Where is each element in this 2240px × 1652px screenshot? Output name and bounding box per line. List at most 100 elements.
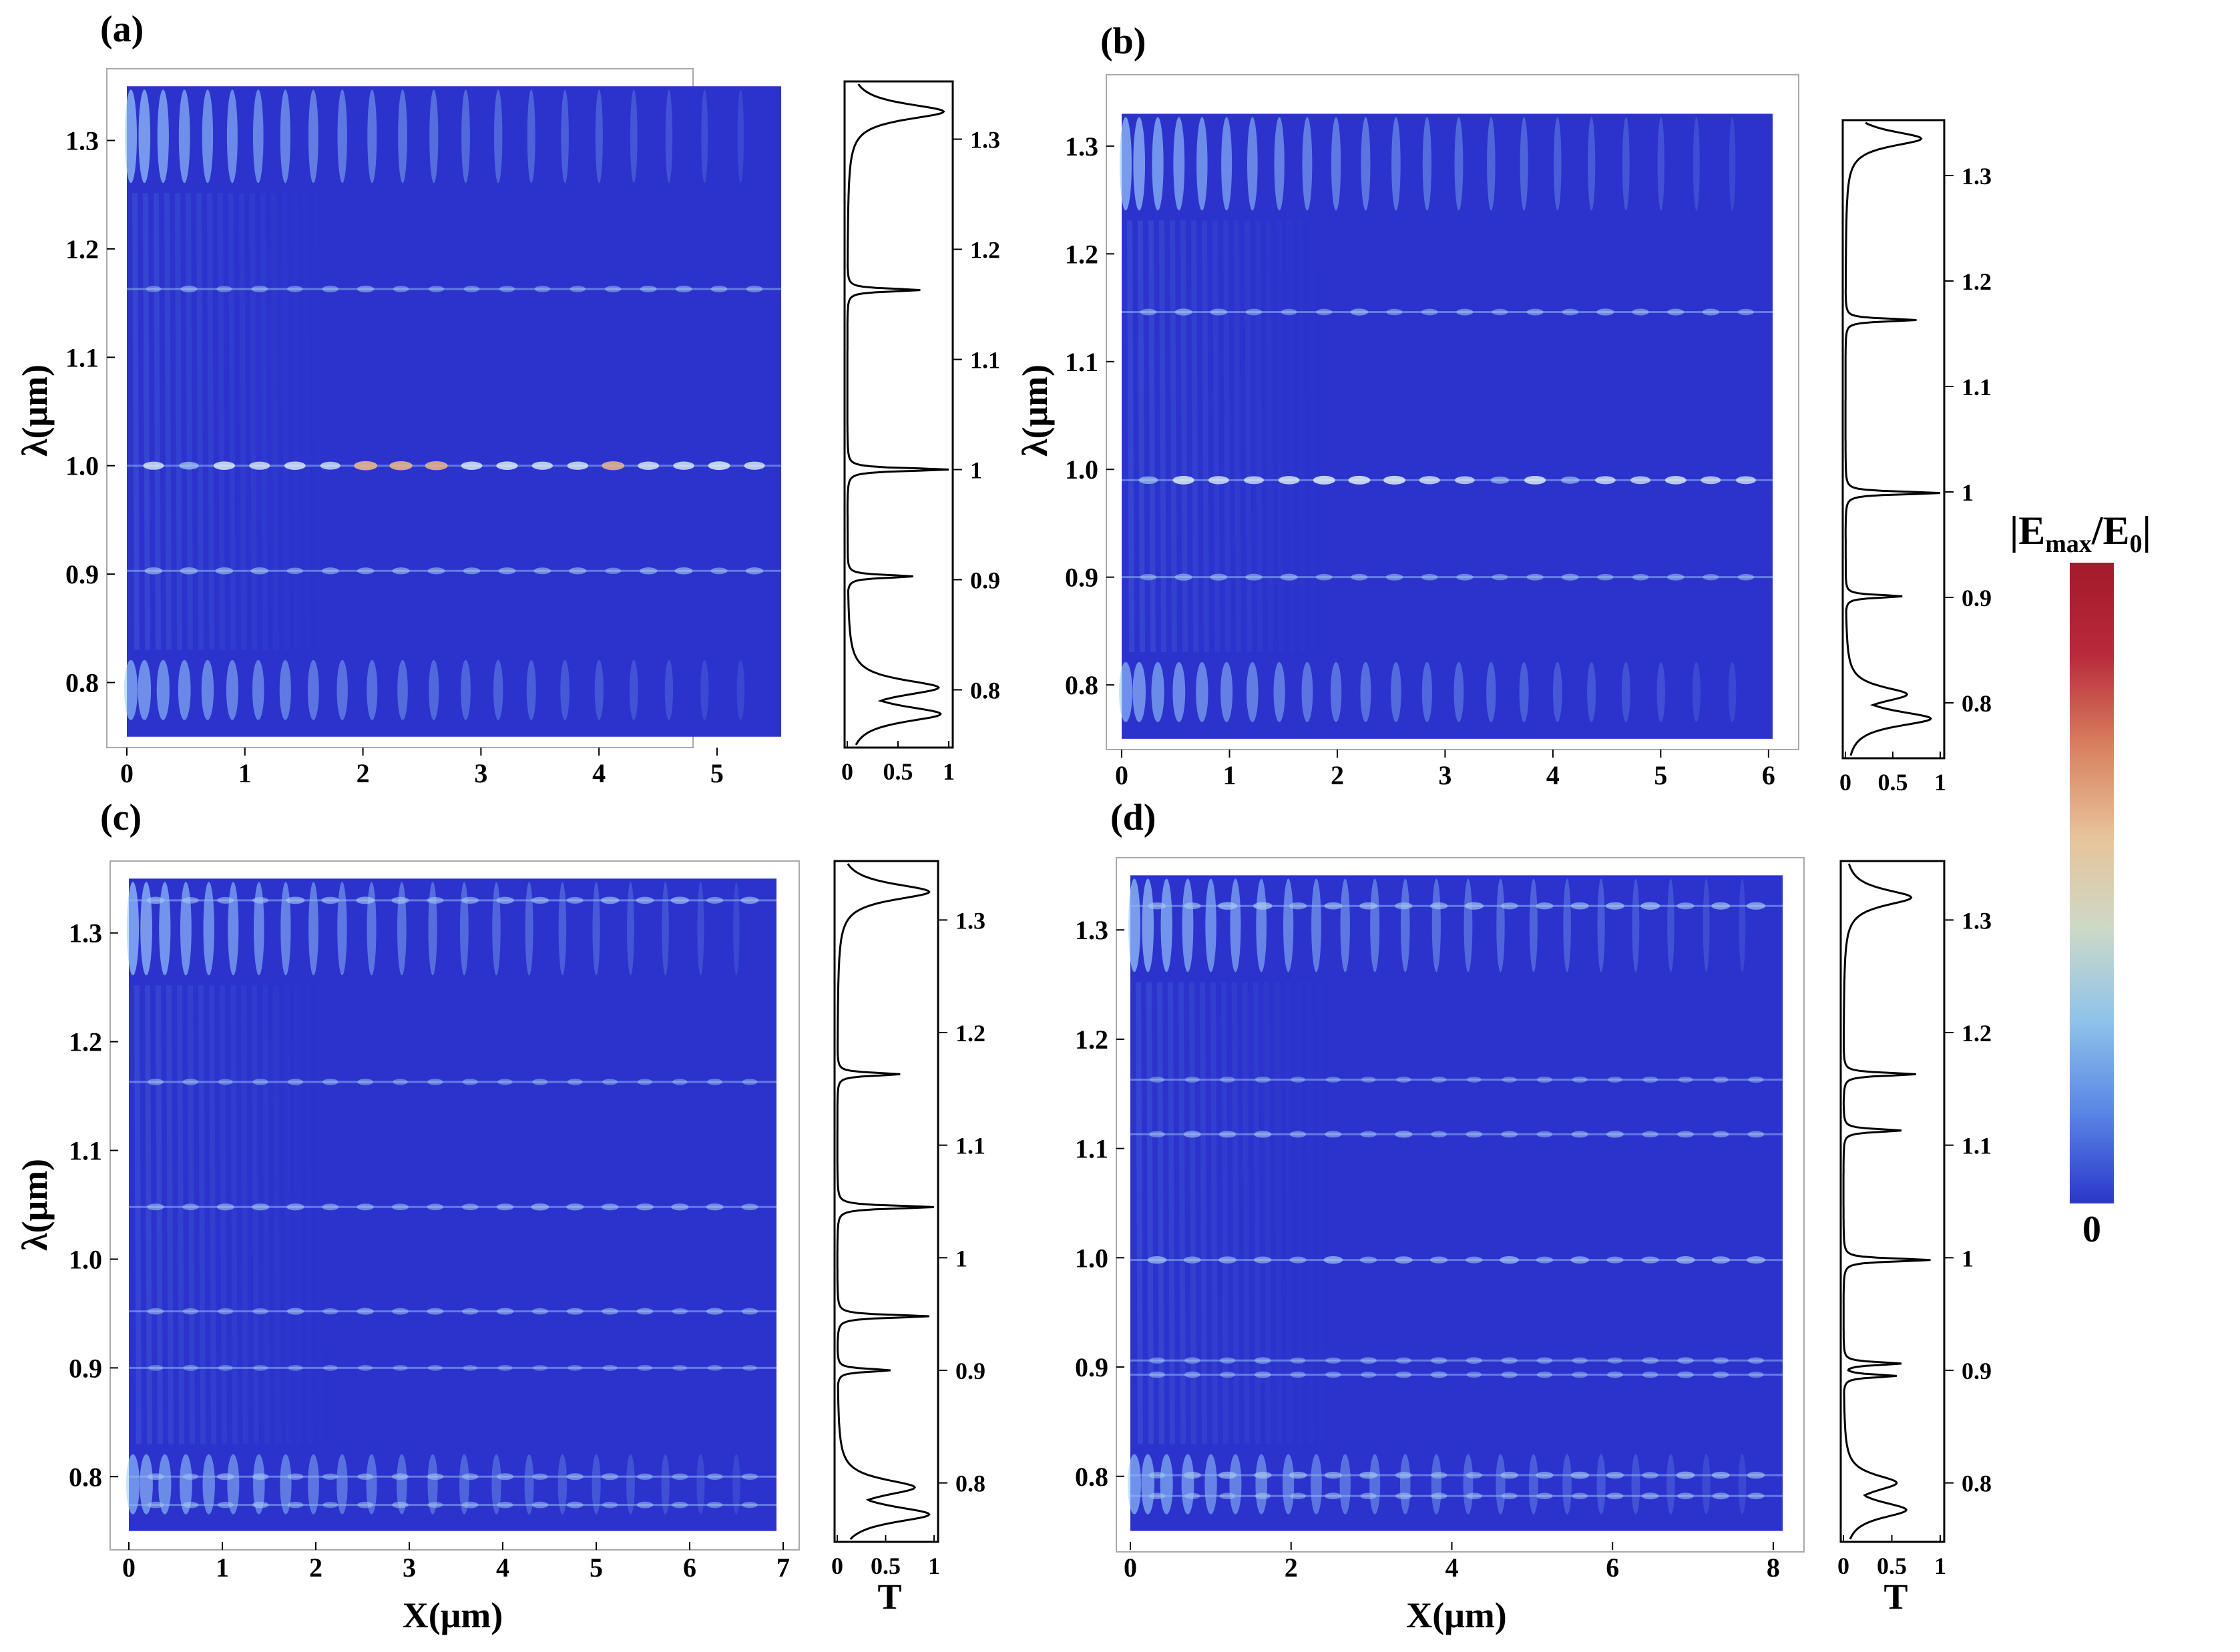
panel-d-fringes: [1128, 878, 1747, 1515]
panel-c-fringe-top: [592, 882, 600, 976]
panel-c-hotspot: [532, 1473, 548, 1480]
panel-d-hotspot: [1500, 1471, 1518, 1479]
panel-b-fringe-top: [1520, 117, 1528, 211]
panel-d-hotspot: [1148, 1472, 1166, 1479]
panel-c-hotspot: [286, 896, 305, 904]
panel-c-hotspot: [392, 1501, 409, 1508]
panel-c-y-axis: 0.8 0.9 1.0 1.1 1.2 1.3: [69, 918, 118, 1492]
panel-d-hotspot: [1289, 1492, 1307, 1500]
panel-b-hotspot: [1245, 573, 1263, 581]
panel-c-x-label: X(μm): [403, 1595, 503, 1635]
panel-d-spectrum-frame: [1839, 860, 1946, 1543]
panel-c-resonance: [129, 1308, 776, 1315]
panel-a-hotspot: [710, 286, 728, 292]
panel-b-fringe-line: [1266, 220, 1273, 652]
panel-d-fringe-bottom: [1596, 1454, 1606, 1515]
panel-d-hotspot: [1536, 1131, 1553, 1138]
panel-c-hotspot: [182, 1203, 199, 1211]
panel-a-hotspot: [392, 567, 410, 575]
panel-b-hotspot: [1667, 308, 1685, 316]
panel-d-x-tick-label: 0: [1124, 1553, 1137, 1583]
panel-b-fringe-bottom: [1132, 661, 1146, 722]
panel-a-hotspot: [393, 286, 409, 292]
panel-b-spectrum-y-tick-label: 1: [1962, 479, 1974, 506]
panel-b-hotspot: [1492, 573, 1508, 581]
panel-a-hotspot: [498, 567, 516, 575]
panel-a-fringe-top: [701, 89, 708, 184]
panel-a-fringe-bottom: [124, 659, 138, 720]
panel-d-hotspot: [1570, 902, 1589, 910]
panel-d-resonance: [1130, 1256, 1783, 1264]
panel-d-y-tick-label: 0.8: [1075, 1462, 1108, 1492]
panel-a-fringe-line: [218, 193, 225, 650]
panel-c-fringe-top: [254, 882, 264, 976]
panel-b-fringe-line: [1191, 220, 1198, 652]
panel-d-hotspot: [1289, 902, 1307, 910]
panel-c-fringe-line: [177, 985, 184, 1444]
panel-d-hotspot: [1466, 1077, 1482, 1083]
panel-d-hotspot: [1289, 1471, 1307, 1479]
panel-a-fringe-line: [175, 193, 182, 650]
panel-b-fringe-top: [1247, 117, 1258, 211]
panel-d-hotspot: [1431, 1077, 1447, 1083]
panel-c-hotspot: [218, 1308, 234, 1315]
panel-d-hotspot: [1323, 1256, 1343, 1264]
panel-b-hotspot: [1386, 308, 1403, 316]
panel-d-spectrum-t-label: T: [1883, 1577, 1908, 1617]
panel-c-hotspot: [216, 1473, 234, 1480]
panel-d-fringe-bottom: [1141, 1454, 1155, 1515]
panel-c-hotspot: [287, 1079, 304, 1085]
panel-c-hotspot: [218, 1365, 233, 1371]
panel-c-x-tick-label: 0: [122, 1553, 136, 1583]
panel-a-hotspot: [605, 567, 622, 575]
panel-d-hotspot: [1501, 1492, 1518, 1499]
panel-a-spectrum-y-tick-label: 1.3: [970, 127, 1000, 154]
panel-d-hotspot: [1642, 1472, 1659, 1479]
panel-d-fringe-top: [1340, 878, 1350, 973]
panel-c-hotspot: [497, 1079, 513, 1085]
panel-d-hotspot: [1677, 1492, 1694, 1500]
panel-c-fringe-bottom: [202, 1454, 215, 1515]
panel-d-hotspot: [1746, 902, 1766, 910]
panel-d-hotspot: [1606, 1471, 1624, 1479]
panel-a-hotspot: [744, 461, 765, 470]
panel-b-spectrum-y-tick-label: 1.3: [1962, 163, 1992, 190]
panel-d-hotspot: [1325, 1131, 1342, 1138]
panel-c-hotspot: [357, 1473, 374, 1480]
panel-c-fringe-top: [558, 882, 567, 976]
panel-a-fringe-top: [252, 89, 264, 184]
panel-b-spectrum-y-tick-label: 1.1: [1962, 374, 1992, 400]
panel-b-fringe-line: [1255, 220, 1263, 652]
panel-d-hotspot: [1536, 1256, 1554, 1264]
panel-a-fringe-bottom: [279, 659, 291, 720]
panel-c-fringe-line: [209, 985, 216, 1444]
panel-d-resonance: [1130, 1371, 1783, 1378]
panel-c-fringe-line: [230, 985, 238, 1444]
panel-c-spectrum-y-tick-label: 0.9: [955, 1358, 985, 1384]
panel-a-hotspot: [287, 286, 303, 292]
panel-d-hotspot: [1678, 1077, 1693, 1083]
panel-c-x-axis: 0 1 2 3 4 5 6 7: [122, 1542, 790, 1583]
panel-d-fringe-top: [1160, 878, 1172, 973]
panel-a-fringe-line: [260, 193, 268, 650]
panel-c-fringe-top: [459, 882, 469, 976]
panel-a-hotspot: [251, 286, 268, 292]
panel-d-spectrum-y-tick-label: 0.9: [1962, 1358, 1992, 1384]
panel-a-fringe-top: [202, 89, 214, 184]
panel-d-hotspot: [1571, 1131, 1588, 1138]
panel-b-y-label: λ(μm): [1015, 364, 1055, 457]
panel-c-hotspot: [252, 1501, 269, 1508]
panel-c-hotspot: [183, 1364, 198, 1371]
panel-d-hotspot: [1711, 1256, 1730, 1264]
panel-b-hotspot: [1456, 308, 1474, 316]
panel-d-hotspot: [1360, 1131, 1377, 1138]
panel-a-fringe-line: [228, 193, 236, 650]
panel-d-hotspot: [1536, 1492, 1553, 1500]
panel-c-hotspot: [287, 1473, 304, 1480]
panel-b-x-tick-label: 6: [1762, 760, 1775, 790]
panel-b-x-tick-label: 4: [1546, 760, 1560, 790]
panel-b-fringe-bottom: [1453, 661, 1464, 722]
panel-b-fringe-bottom: [1552, 661, 1562, 722]
panel-c-hotspot: [427, 1203, 444, 1211]
panel-a-resonance: [127, 461, 781, 471]
